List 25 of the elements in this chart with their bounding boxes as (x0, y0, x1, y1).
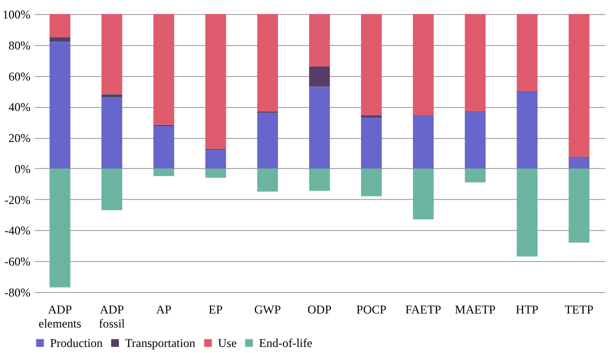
x-tick-label: GWP (254, 302, 282, 316)
x-tick-label: ODP (307, 302, 332, 316)
legend-label: Transportation (125, 336, 196, 350)
y-tick-label: -80% (4, 286, 30, 300)
x-tick-label: FAETP (405, 302, 442, 316)
legend-label: Use (218, 336, 237, 350)
y-tick-label: -20% (4, 192, 30, 207)
y-tick-label: -60% (4, 254, 30, 269)
x-tick-label: AP (156, 302, 172, 316)
x-tick-label: HTP (516, 302, 539, 316)
x-tick-label: TETP (564, 302, 594, 316)
y-tick-label: 20% (8, 131, 30, 146)
legend-label: Production (50, 336, 103, 350)
legend-label: End-of-life (259, 336, 312, 350)
x-tick-label: MAETP (454, 302, 496, 316)
x-tick-label: ADP elements (38, 302, 82, 330)
x-tick-label: ADP fossil (98, 302, 126, 330)
y-tick-label: 0% (14, 162, 30, 176)
y-tick-label: 100% (2, 8, 30, 22)
y-tick-label: 80% (8, 38, 30, 52)
x-tick-label: EP (208, 302, 224, 316)
y-tick-label: 60% (8, 69, 30, 84)
y-tick-label: -40% (4, 224, 30, 238)
y-tick-label: 40% (8, 100, 30, 114)
x-tick-label: POCP (356, 302, 387, 316)
